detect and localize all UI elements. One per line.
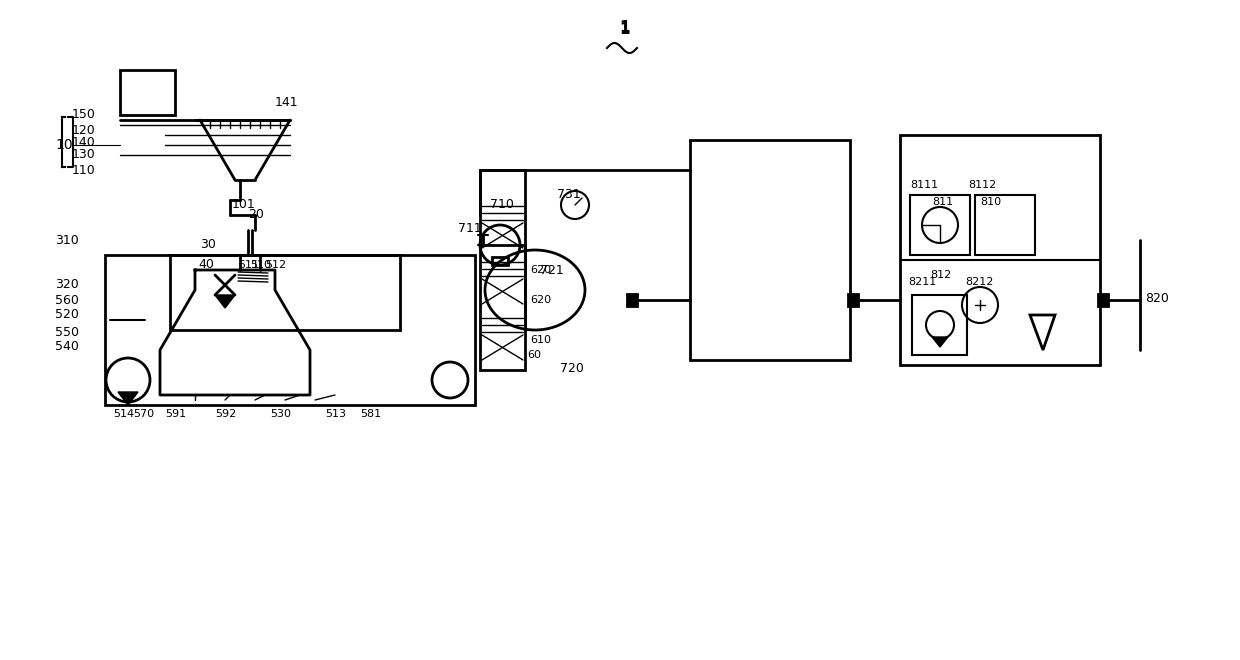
Text: 820: 820 <box>1145 292 1169 304</box>
Bar <box>848 294 858 306</box>
Bar <box>911 295 967 355</box>
Text: 731: 731 <box>557 189 580 201</box>
Text: 711: 711 <box>458 222 482 234</box>
Text: 513: 513 <box>325 409 346 419</box>
Text: 810: 810 <box>980 197 1001 207</box>
Bar <box>689 140 849 360</box>
Text: 1: 1 <box>620 20 630 36</box>
Text: 120: 120 <box>72 123 95 137</box>
Text: 30: 30 <box>200 238 216 251</box>
Text: 20: 20 <box>248 209 264 222</box>
Text: 812: 812 <box>930 270 951 280</box>
Text: 592: 592 <box>215 409 237 419</box>
Text: 8111: 8111 <box>910 180 939 190</box>
Text: 8112: 8112 <box>968 180 996 190</box>
Text: 520: 520 <box>55 308 79 321</box>
Text: 1: 1 <box>620 22 630 38</box>
Text: 540: 540 <box>55 341 79 354</box>
Text: 150: 150 <box>72 108 95 121</box>
Text: 591: 591 <box>165 409 186 419</box>
Text: 8211: 8211 <box>908 277 936 287</box>
Bar <box>627 294 637 306</box>
Text: 8212: 8212 <box>965 277 993 287</box>
Text: 110: 110 <box>72 164 95 176</box>
Text: 811: 811 <box>932 197 954 207</box>
Text: 320: 320 <box>55 279 79 292</box>
Text: 40: 40 <box>198 257 213 271</box>
Text: 581: 581 <box>360 409 381 419</box>
Text: 130: 130 <box>72 148 95 162</box>
Text: 620: 620 <box>529 295 551 305</box>
Text: 720: 720 <box>560 362 584 374</box>
Text: 512: 512 <box>265 260 286 270</box>
Polygon shape <box>118 392 138 405</box>
Bar <box>900 135 1100 365</box>
Bar <box>170 255 401 330</box>
Text: 721: 721 <box>539 263 564 277</box>
Text: 310: 310 <box>55 234 79 246</box>
Text: 610: 610 <box>529 335 551 345</box>
Polygon shape <box>932 337 949 347</box>
Text: 570: 570 <box>133 409 154 419</box>
Bar <box>910 195 970 255</box>
Bar <box>480 170 525 370</box>
Polygon shape <box>215 295 236 308</box>
Text: 101: 101 <box>232 199 255 211</box>
Text: 710: 710 <box>490 199 513 211</box>
Bar <box>1097 294 1109 306</box>
Text: 140: 140 <box>72 137 95 150</box>
Text: 514: 514 <box>113 409 134 419</box>
Text: 60: 60 <box>527 350 541 360</box>
Text: 620: 620 <box>529 265 551 275</box>
Text: 560: 560 <box>55 294 79 306</box>
Text: 550: 550 <box>55 325 79 339</box>
Bar <box>492 257 508 265</box>
Text: 10: 10 <box>55 138 73 152</box>
Text: 141: 141 <box>275 96 299 108</box>
Text: 530: 530 <box>270 409 291 419</box>
Text: 510: 510 <box>250 260 272 270</box>
Bar <box>975 195 1035 255</box>
Text: 511: 511 <box>238 260 259 270</box>
Bar <box>120 70 175 115</box>
Bar <box>105 255 475 405</box>
